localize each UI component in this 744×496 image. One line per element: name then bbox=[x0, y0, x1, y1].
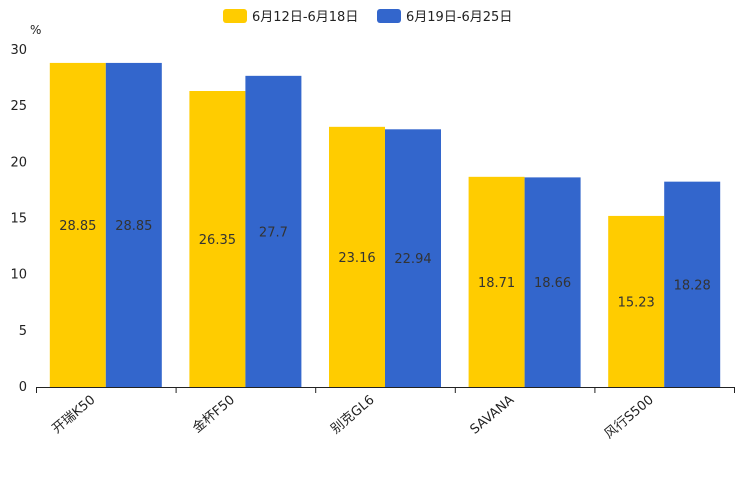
y-tick-label-10: 10 bbox=[10, 268, 27, 283]
y-axis-unit: % bbox=[30, 23, 41, 37]
bar-3-series-1 bbox=[329, 126, 385, 387]
data-label-2-series-1: 26.35 bbox=[199, 233, 236, 248]
bar-4-series-1 bbox=[468, 176, 525, 387]
y-tick-label-15: 15 bbox=[10, 212, 27, 227]
x-category-label-2: 金杯F50 bbox=[189, 392, 238, 436]
data-label-1-series-2: 28.85 bbox=[115, 219, 152, 234]
y-tick-label-5: 5 bbox=[19, 324, 27, 339]
data-label-3-series-2: 22.94 bbox=[394, 252, 431, 267]
legend-swatch-1 bbox=[223, 9, 247, 23]
y-tick-label-25: 25 bbox=[10, 99, 27, 114]
legend: 6月12日-6月18日 6月19日-6月25日 bbox=[223, 9, 512, 25]
legend-swatch-2 bbox=[377, 9, 401, 23]
data-label-3-series-1: 23.16 bbox=[338, 251, 375, 266]
data-label-2-series-2: 27.7 bbox=[259, 225, 288, 240]
data-label-4-series-2: 18.66 bbox=[534, 276, 571, 291]
y-tick-label-30: 30 bbox=[10, 43, 27, 58]
x-category-label-1: 开瑞K50 bbox=[50, 393, 99, 437]
bar-1-series-2 bbox=[105, 62, 162, 387]
data-label-5-series-2: 18.28 bbox=[674, 278, 711, 293]
bars: 28.85 28.85 26.35 27.7 23.16 22.94 18.71 18.66 1… bbox=[49, 62, 721, 388]
x-category-label-4: SAVANA bbox=[468, 393, 518, 438]
data-label-4-series-1: 18.71 bbox=[478, 276, 515, 291]
bar-1-series-1 bbox=[49, 62, 106, 387]
data-label-1-series-1: 28.85 bbox=[59, 219, 96, 234]
bar-3-series-2 bbox=[385, 129, 441, 388]
legend-label-2: 6月19日-6月25日 bbox=[406, 10, 512, 25]
y-tick-label-0: 0 bbox=[19, 380, 27, 395]
data-label-5-series-1: 15.23 bbox=[618, 295, 655, 310]
x-category-label-3: 别克GL6 bbox=[328, 393, 377, 438]
x-axis: 开瑞K50 金杯F50 别克GL6 SAVANA 风行S500 bbox=[36, 387, 735, 442]
bar-5-series-1 bbox=[608, 215, 665, 387]
bar-2-series-2 bbox=[245, 75, 302, 387]
y-axis: 0 5 10 15 20 25 30 bbox=[10, 43, 27, 395]
x-category-label-5: 风行S500 bbox=[602, 393, 657, 442]
bar-4-series-2 bbox=[524, 177, 581, 387]
bar-2-series-1 bbox=[189, 91, 246, 388]
y-tick-label-20: 20 bbox=[10, 155, 27, 170]
legend-label-1: 6月12日-6月18日 bbox=[252, 10, 358, 25]
bar-5-series-2 bbox=[664, 181, 721, 387]
